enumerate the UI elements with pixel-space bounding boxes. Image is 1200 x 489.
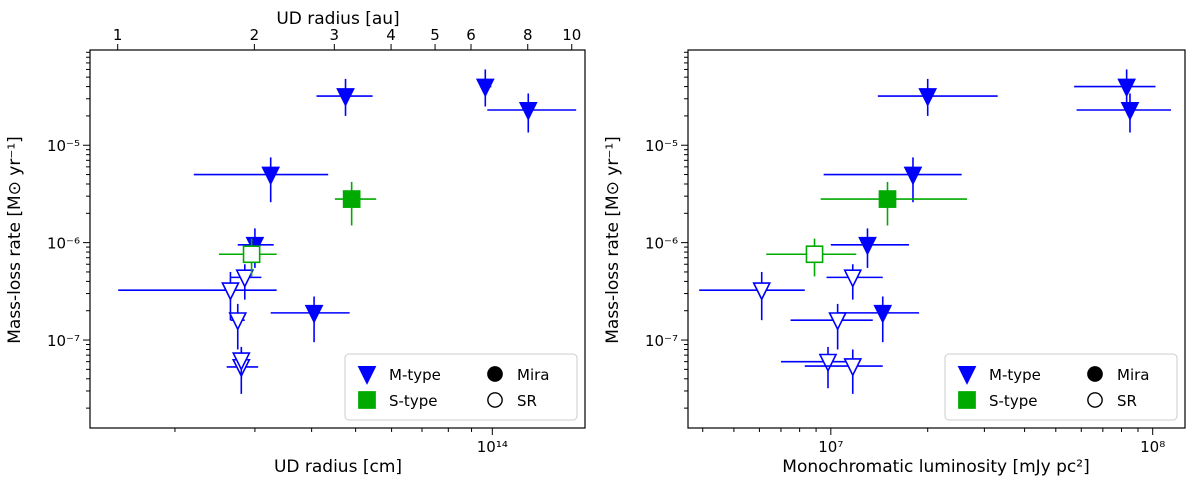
right-chart-panel: 10⁷ 10⁸ 10⁻⁷ 10⁻⁶ 10⁻⁵ Monochromatic luminos… [603,49,1186,477]
legend-label: S-type [389,392,437,410]
top-axis-tick-label: 6 [466,26,476,44]
y-tick-label: 10⁻⁵ [47,137,80,155]
right-chart-legend: M-type Mira S-type SR [944,353,1178,421]
right-x-axis-label: Monochromatic luminosity [mJy pc²] [782,457,1089,477]
left-x-axis-label: UD radius [cm] [274,457,402,477]
top-axis-tick-label: 5 [430,26,440,44]
right-chart-marks [699,69,1172,394]
legend-box [344,353,578,421]
legend-label: Mira [517,366,549,384]
legend-symbol [1087,392,1103,408]
data-point-marker [752,282,772,302]
x-tick-label: 10⁸ [1140,438,1165,456]
data-point-marker [221,282,240,302]
legend-symbol [357,366,377,385]
legend-symbol [358,391,376,409]
y-tick-label: 10⁻⁷ [645,332,678,350]
data-point-marker [843,358,863,378]
data-point-marker [1120,102,1140,121]
legend-symbol [487,366,503,382]
legend-label: M-type [389,366,441,384]
top-axis-tick-label: 1 [113,26,123,44]
x-tick-label: 10¹⁴ [477,438,508,456]
top-axis-tick-label: 8 [523,26,533,44]
left-chart-ticks: 10¹⁴ 10⁻⁷ 10⁻⁶ 10⁻⁵ 1 2 3 4 5 6 8 10 [47,26,581,456]
legend-label: Mira [1117,366,1149,384]
top-axis-tick-label: 3 [330,26,340,44]
data-point-marker [342,190,361,208]
x-tick-label: 10⁷ [818,438,843,456]
top-axis-tick-label: 4 [386,26,396,44]
left-chart-panel: 10¹⁴ 10⁻⁷ 10⁻⁶ 10⁻⁵ 1 2 3 4 5 6 8 10 UD radius [cm]… [5,9,586,477]
data-point-marker [818,353,838,373]
legend-label: SR [1117,392,1137,410]
right-plot-frame [687,49,1186,429]
top-axis-tick-label: 2 [250,26,260,44]
data-point-marker [903,166,923,186]
left-top-axis-label: UD radius [au] [276,9,399,29]
left-plot-frame [89,49,586,429]
legend-label: M-type [989,366,1041,384]
data-point-marker [304,304,324,324]
left-y-axis-label: Mass-loss rate [M⊙ yr⁻¹] [5,136,25,344]
top-axis-tick-label: 10 [562,26,581,44]
y-tick-label: 10⁻⁶ [47,235,80,253]
data-point-marker [231,352,251,372]
legend-symbol [957,366,977,385]
data-point-marker [475,78,495,98]
data-point-marker [843,269,863,289]
left-chart-marks [118,69,577,394]
data-point-marker [336,88,355,107]
data-point-marker [228,312,248,332]
legend-symbol [958,391,976,409]
legend-label: SR [517,392,537,410]
right-chart-ticks: 10⁷ 10⁸ 10⁻⁷ 10⁻⁶ 10⁻⁵ [645,51,1165,456]
y-tick-label: 10⁻⁷ [47,332,80,350]
legend-box [944,353,1178,421]
data-point-marker [261,166,281,186]
data-point-marker [805,245,824,264]
data-point-marker [873,304,893,324]
data-point-marker [1117,78,1136,98]
legend-symbol [1087,366,1103,382]
data-point-marker [828,312,847,332]
right-y-axis-label: Mass-loss rate [M⊙ yr⁻¹] [603,136,623,344]
data-point-marker [518,102,538,121]
left-chart-legend: M-type Mira S-type SR [344,353,578,421]
data-point-marker [878,190,897,208]
y-tick-label: 10⁻⁵ [645,137,678,155]
data-point-marker [918,88,938,107]
data-point-marker [242,245,261,264]
legend-label: S-type [989,392,1037,410]
data-point-marker [235,269,255,289]
y-tick-label: 10⁻⁶ [645,235,678,253]
legend-symbol [487,392,503,408]
data-point-marker [858,236,877,256]
